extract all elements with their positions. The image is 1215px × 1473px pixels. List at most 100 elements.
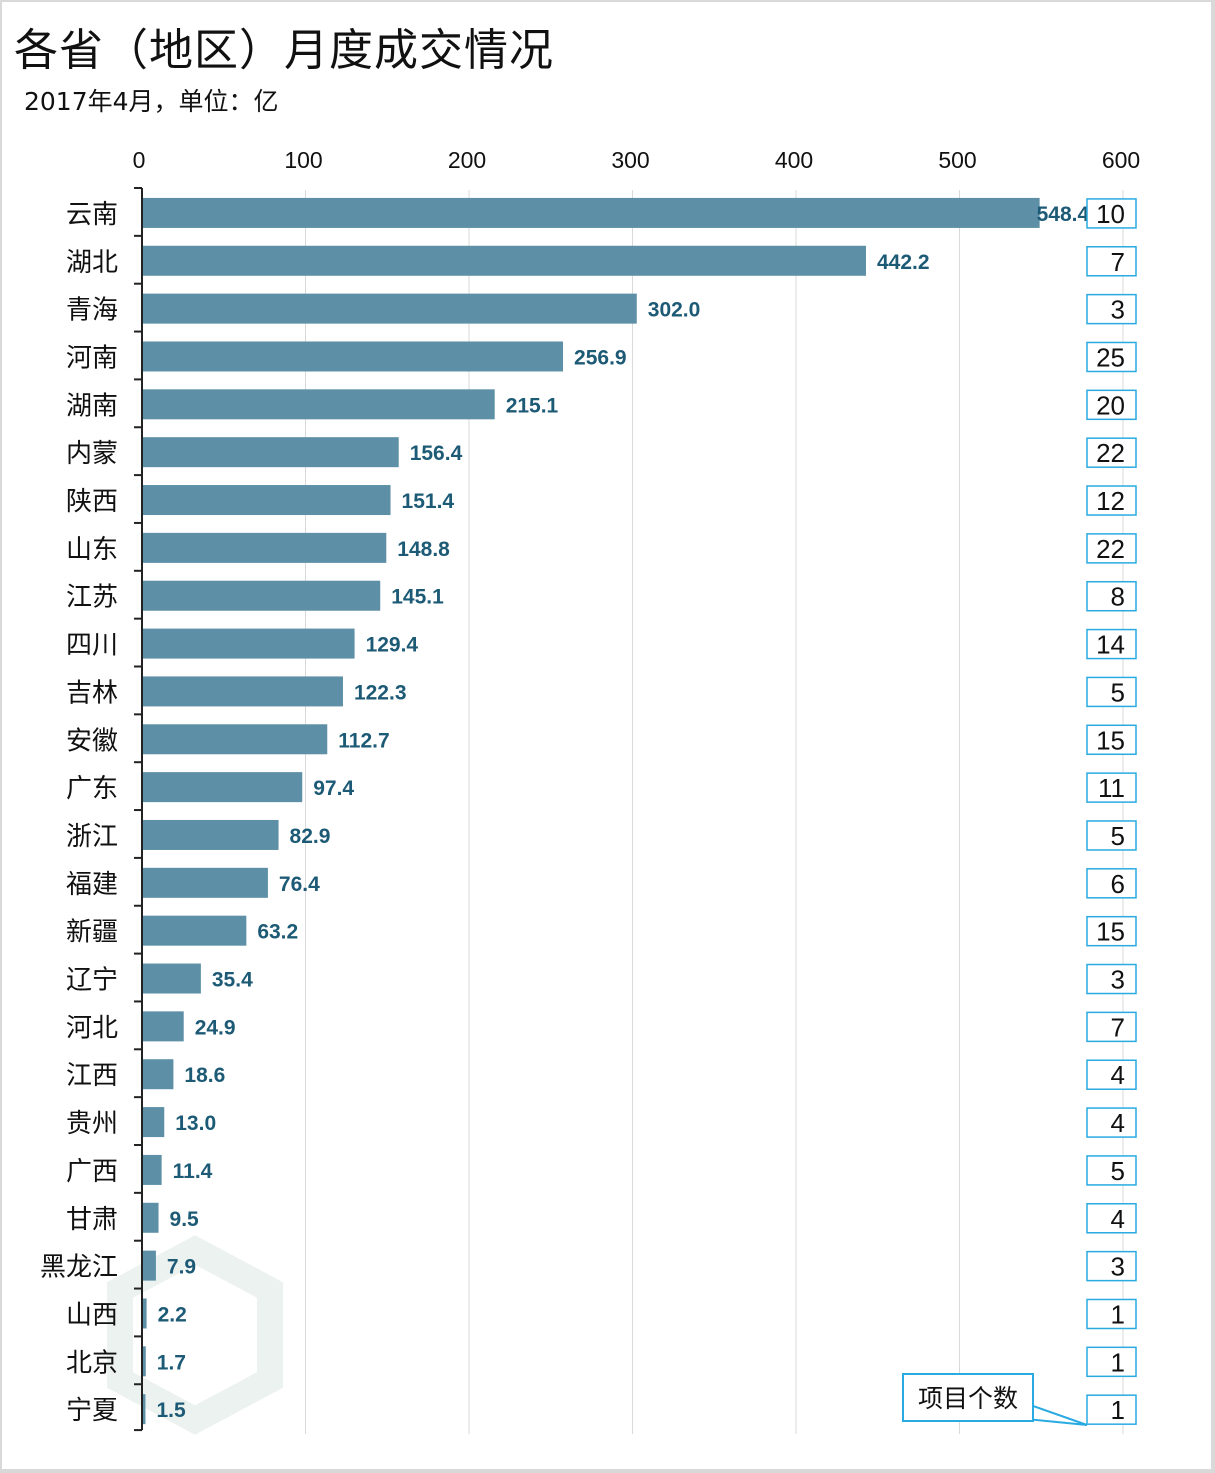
count-label: 22: [1096, 438, 1125, 468]
count-box: [1086, 868, 1137, 899]
value-label: 302.0: [648, 299, 701, 322]
value-label: 145.1: [391, 586, 444, 609]
x-tick-label: 0: [133, 147, 146, 173]
count-box: [1086, 915, 1137, 947]
count-label: 7: [1111, 247, 1125, 277]
value-label: 1.5: [156, 1399, 186, 1422]
count-box: [1086, 1059, 1137, 1090]
count-box: [1086, 963, 1137, 995]
category-label: 山西: [66, 1300, 118, 1330]
value-label: 9.5: [170, 1208, 200, 1231]
bar: [143, 1011, 184, 1042]
value-label: 151.4: [402, 490, 455, 513]
count-label: 4: [1111, 1060, 1125, 1090]
bar: [143, 819, 279, 850]
bar: [143, 1202, 159, 1233]
count-box: [1086, 485, 1137, 516]
value-label: 18.6: [184, 1064, 225, 1087]
x-tick-label: 200: [448, 147, 486, 173]
value-label: 11.4: [173, 1160, 213, 1183]
value-label: 112.7: [338, 729, 389, 752]
category-label: 河北: [66, 1013, 118, 1043]
x-tick-label: 400: [775, 147, 813, 173]
value-label: 442.2: [877, 251, 930, 274]
count-box: [1086, 580, 1137, 612]
count-box: [1086, 1203, 1137, 1234]
bar: [143, 293, 637, 324]
category-label: 广东: [66, 774, 118, 804]
count-box: [1086, 389, 1137, 421]
count-box: [1086, 341, 1137, 373]
value-label: 35.4: [212, 969, 253, 992]
value-label: 63.2: [257, 921, 298, 944]
count-label: 1: [1111, 1395, 1125, 1425]
value-label: 256.9: [574, 346, 627, 369]
category-label: 黑龙江: [40, 1253, 118, 1283]
bar: [143, 532, 387, 563]
bar: [143, 772, 303, 803]
category-label: 四川: [66, 631, 118, 661]
count-label: 3: [1111, 965, 1125, 995]
count-label: 6: [1111, 869, 1125, 899]
count-label: 5: [1111, 821, 1125, 851]
count-label: 5: [1111, 1156, 1125, 1186]
bar: [143, 915, 247, 946]
count-label: 11: [1098, 773, 1125, 803]
count-box: [1086, 1394, 1137, 1425]
category-label: 宁夏: [66, 1396, 118, 1426]
count-label: 12: [1096, 486, 1125, 516]
value-label: 97.4: [313, 777, 354, 800]
bar: [143, 1298, 147, 1329]
value-label: 76.4: [279, 873, 320, 896]
value-label: 129.4: [366, 634, 419, 657]
category-label: 江西: [66, 1061, 118, 1091]
count-label: 5: [1111, 677, 1125, 707]
watermark-logo: [107, 1235, 283, 1435]
category-label: 甘肃: [66, 1205, 118, 1235]
x-tick-label: 500: [938, 147, 976, 173]
bar: [143, 245, 866, 276]
category-label: 内蒙: [66, 439, 118, 469]
x-tick-label: 300: [611, 147, 649, 173]
value-label: 2.2: [158, 1303, 187, 1326]
bar: [143, 867, 268, 898]
bar: [143, 341, 564, 372]
category-label: 湖南: [66, 391, 118, 421]
count-label: 10: [1096, 199, 1125, 229]
bar: [143, 580, 381, 611]
value-label: 148.8: [397, 538, 450, 561]
counts-callout: 项目个数: [902, 1373, 1088, 1426]
count-label: 8: [1111, 582, 1125, 612]
count-label: 1: [1111, 1299, 1125, 1329]
count-box: [1086, 676, 1137, 708]
chart-subtitle: 2017年4月，单位：亿: [24, 87, 279, 116]
category-label: 安徽: [66, 726, 118, 756]
bar: [143, 1346, 146, 1377]
count-box: [1086, 246, 1137, 277]
category-label: 福建: [66, 870, 118, 900]
bar: [143, 437, 399, 468]
category-label: 新疆: [66, 918, 118, 948]
count-label: 1: [1111, 1347, 1125, 1377]
count-box: [1086, 1107, 1137, 1138]
bar: [143, 628, 355, 659]
category-label: 贵州: [66, 1109, 118, 1139]
count-box: [1086, 1155, 1137, 1186]
count-label: 7: [1111, 1012, 1125, 1042]
count-box: [1086, 772, 1137, 803]
value-label: 122.3: [354, 681, 407, 704]
category-label: 陕西: [66, 487, 118, 517]
value-label: 24.9: [195, 1016, 236, 1039]
bar: [143, 963, 201, 994]
category-label: 河南: [66, 343, 118, 373]
count-box: [1086, 1011, 1137, 1043]
count-box: [1086, 1298, 1137, 1330]
bar: [143, 1154, 162, 1185]
count-label: 15: [1096, 725, 1125, 755]
bar: [143, 676, 343, 707]
bar: [143, 1250, 156, 1281]
count-label: 15: [1096, 917, 1125, 947]
count-box: [1086, 1250, 1137, 1282]
